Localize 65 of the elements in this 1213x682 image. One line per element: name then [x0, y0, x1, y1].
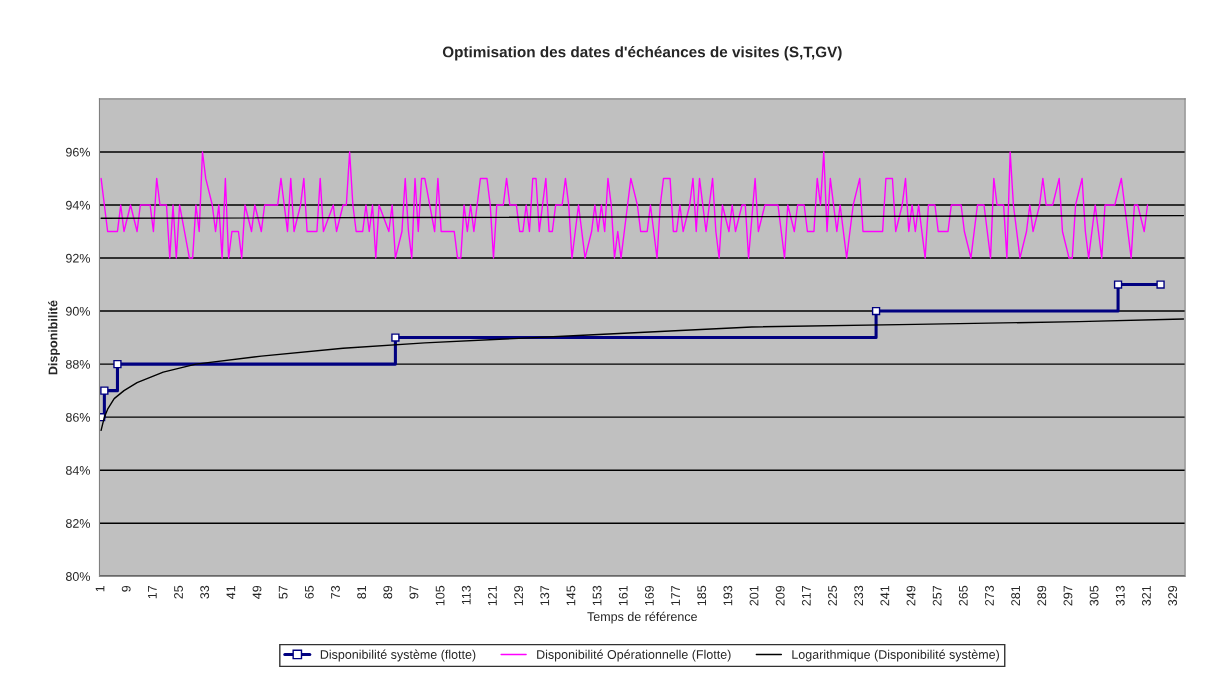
point: [113, 359, 122, 369]
x-tick-label: 81: [357, 585, 367, 599]
y-tick-label: 90%: [66, 306, 90, 316]
x-tick-label: 201: [749, 585, 759, 606]
y-axis-title: Disponibilité: [48, 300, 60, 375]
x-tick-label: 25: [174, 585, 183, 599]
y-tick-label: 80%: [65, 572, 90, 581]
x-tick-label: 137: [540, 585, 550, 606]
x-tick-label: 273: [985, 585, 994, 606]
x-tick-label: 73: [331, 585, 340, 599]
x-tick-label: 313: [1115, 585, 1125, 606]
x-tick-label: 209: [775, 585, 785, 606]
x-tick-label: 57: [278, 585, 288, 599]
x-tick-label: 297: [1063, 585, 1073, 606]
x-tick-label: 329: [1168, 585, 1178, 606]
x-tick-label: 305: [1089, 585, 1099, 606]
x-tick-label: 105: [435, 585, 445, 606]
x-tick-label: 9: [121, 585, 131, 592]
x-tick-label: 129: [514, 585, 524, 606]
x-tick-label: 49: [252, 585, 262, 599]
line-series: [100, 151, 1149, 259]
x-tick-label: 185: [697, 585, 707, 606]
chart-title: Optimisation des dates d'échéances de visites (S,T,GV): [442, 46, 842, 61]
legend-label: Disponibilité Opérationnelle (Flotte): [537, 649, 731, 662]
x-tick-label: 121: [488, 585, 497, 606]
y-tick-label: 96%: [66, 147, 90, 157]
x-tick-label: 33: [200, 585, 210, 599]
x-tick-label: 225: [828, 585, 837, 606]
y-tick-label: 86%: [65, 412, 90, 422]
x-tick-label: 113: [461, 585, 471, 605]
x-tick-label: 321: [1142, 585, 1151, 606]
y-tick-label: 92%: [66, 253, 90, 263]
x-tick-label: 145: [566, 585, 576, 606]
x-axis-title: Temps de référence: [587, 611, 697, 624]
x-tick-label: 177: [671, 585, 680, 606]
point: [1156, 280, 1165, 289]
legend-label: Disponibilité système (flotte): [320, 649, 476, 662]
point: [100, 386, 109, 395]
y-tick-label: 84%: [65, 466, 90, 475]
legend-label: Logarithmique (Disponibilité système): [792, 649, 999, 662]
x-tick-label: 17: [148, 585, 157, 599]
x-tick-label: 289: [1037, 585, 1047, 606]
x-tick-label: 281: [1011, 585, 1021, 606]
x-tick-label: 249: [906, 585, 916, 606]
x-tick-label: 41: [226, 585, 236, 599]
y-tick-label: 82%: [65, 519, 90, 528]
x-tick-label: 233: [854, 585, 864, 606]
x-tick-label: 169: [644, 585, 654, 606]
point: [391, 333, 400, 342]
x-tick-label: 161: [618, 585, 628, 606]
x-tick-label: 241: [880, 585, 890, 606]
x-tick-label: 89: [383, 585, 393, 599]
x-tick-label: 265: [958, 585, 968, 606]
x-tick-label: 97: [409, 585, 419, 599]
y-tick-label: 88%: [65, 359, 90, 369]
x-tick-label: 257: [932, 585, 942, 606]
x-tick-label: 1: [95, 585, 105, 592]
x-tick-label: 217: [801, 585, 811, 606]
point: [1113, 280, 1123, 289]
x-tick-label: 153: [592, 585, 602, 606]
y-tick-label: 94%: [66, 200, 90, 210]
x-tick-label: 193: [723, 585, 733, 606]
line-series: [100, 318, 1185, 432]
x-tick-label: 65: [304, 585, 314, 599]
point: [871, 306, 881, 316]
